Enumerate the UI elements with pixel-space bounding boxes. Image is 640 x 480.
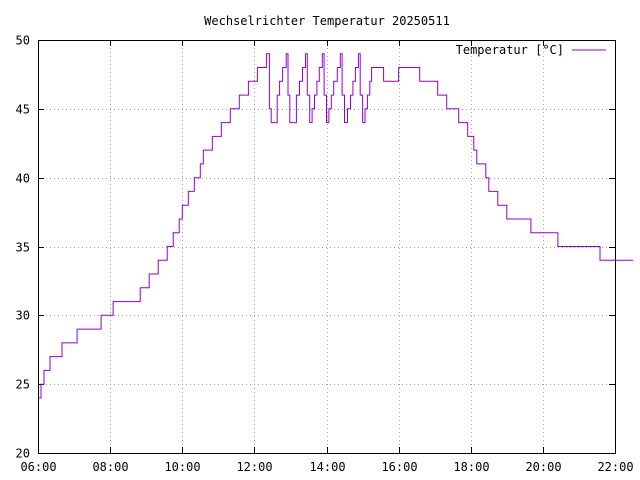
x-tick-label: 16:00: [381, 460, 417, 474]
chart-title: Wechselrichter Temperatur 20250511: [204, 14, 450, 28]
series-group: [38, 53, 633, 399]
y-tick-label: 35: [16, 241, 30, 255]
y-tick-label: 25: [16, 378, 30, 392]
x-tick-label: 12:00: [236, 460, 272, 474]
y-tick-label: 20: [16, 447, 30, 461]
x-tick-label: 06:00: [20, 460, 56, 474]
y-tick-label: 30: [16, 309, 30, 323]
x-axis-tick-labels: 06:00 08:00 10:00 12:00 14:00 16:00 18:00 20:00…: [20, 460, 633, 474]
x-tick-label: 18:00: [453, 460, 489, 474]
series-line-temperatur: [38, 53, 633, 399]
legend: Temperatur [°C]: [456, 43, 606, 57]
x-tick-label: 08:00: [92, 460, 128, 474]
x-tick-label: 10:00: [164, 460, 200, 474]
y-tick-label: 40: [16, 172, 30, 186]
grid-lines: [38, 40, 615, 453]
x-tick-label: 14:00: [309, 460, 345, 474]
x-tick-label: 22:00: [597, 460, 633, 474]
y-tick-label: 45: [16, 103, 30, 117]
y-tick-label: 50: [16, 34, 30, 48]
axis-ticks: [38, 40, 616, 454]
y-axis-tick-labels: 20 25 30 35 40 45 50: [16, 34, 30, 461]
legend-label: Temperatur [°C]: [456, 43, 564, 57]
x-tick-label: 20:00: [525, 460, 561, 474]
